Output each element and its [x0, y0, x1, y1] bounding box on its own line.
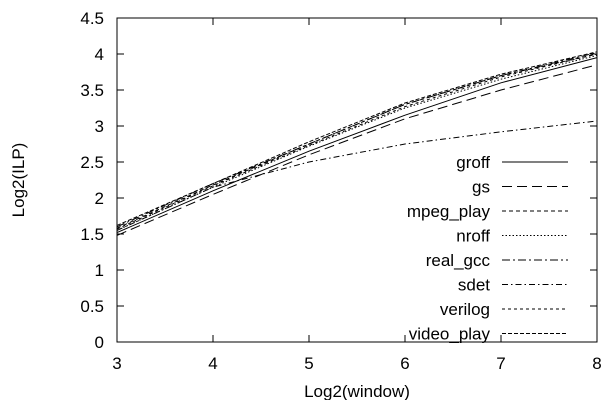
y-tick-label: 1 [95, 261, 104, 280]
x-tick-label: 4 [208, 354, 217, 373]
x-tick-label: 5 [304, 354, 313, 373]
y-tick-label: 2 [95, 189, 104, 208]
y-tick-label: 2.5 [80, 153, 104, 172]
series-line-sdet [116, 120, 598, 231]
series-line-video_play [116, 51, 598, 226]
y-tick-label: 4 [95, 45, 104, 64]
y-tick-label: 3.5 [80, 81, 104, 100]
legend-label-verilog: verilog [440, 300, 490, 319]
x-tick-label: 8 [592, 354, 601, 373]
x-tick-label: 7 [496, 354, 505, 373]
y-tick-label: 0 [95, 333, 104, 352]
x-tick-labels: 3 4 5 6 7 8 [112, 354, 601, 373]
y-tick-label: 3 [95, 117, 104, 136]
series-line-verilog [116, 53, 598, 230]
series-line-groff [116, 57, 598, 234]
y-axis-label: Log2(ILP) [9, 143, 28, 218]
legend-label-sdet: sdet [458, 276, 490, 295]
series-line-real_gcc [116, 52, 598, 228]
y-tick-label: 4.5 [80, 9, 104, 28]
axis-ticks [116, 17, 598, 343]
legend-label-mpeg_play: mpeg_play [407, 202, 491, 221]
x-tick-label: 6 [400, 354, 409, 373]
legend-label-groff: groff [456, 153, 490, 172]
plot-frame [116, 17, 598, 343]
legend-label-nroff: nroff [456, 227, 490, 246]
x-tick-label: 3 [112, 354, 121, 373]
x-axis-label: Log2(window) [304, 382, 410, 400]
y-tick-labels: 0 0.5 1 1.5 2 2.5 3 3.5 4 4.5 [80, 9, 104, 352]
series-lines [116, 51, 598, 236]
y-tick-label: 0.5 [80, 297, 104, 316]
legend-label-real_gcc: real_gcc [426, 251, 491, 270]
series-line-nroff [116, 54, 598, 231]
series-line-gs [116, 64, 598, 236]
legend-label-video_play: video_play [409, 325, 491, 344]
y-tick-label: 1.5 [80, 225, 104, 244]
series-line-mpeg_play [116, 53, 598, 229]
legend-label-gs: gs [472, 178, 490, 197]
